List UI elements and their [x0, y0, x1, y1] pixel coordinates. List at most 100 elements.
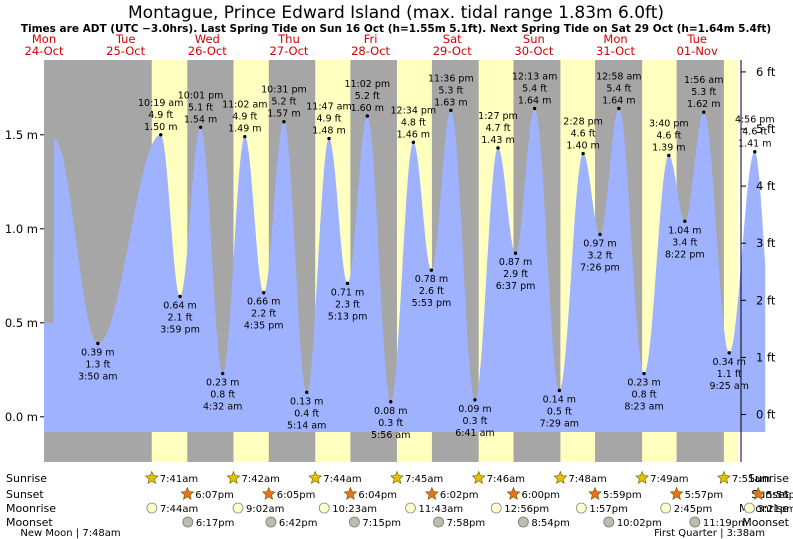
day-date: 01-Nov [677, 44, 718, 58]
tide-point [282, 119, 286, 124]
m-tick-label: 0.5 m [5, 316, 38, 330]
tide-time: 12:13 am [512, 71, 557, 82]
tide-time: 6:37 pm [496, 281, 536, 292]
tide-m: 1.54 m [184, 114, 217, 125]
tide-ft: 2.2 ft [251, 309, 276, 320]
tide-time: 3:40 pm [649, 118, 689, 129]
tide-m: 1.48 m [312, 126, 345, 137]
ft-tick-label: 0 ft [756, 408, 776, 422]
tide-m: 0.23 m [206, 378, 239, 389]
moonrise-icon [660, 502, 672, 514]
day-date: 26-Oct [188, 44, 227, 58]
day-name: Tue [115, 32, 136, 46]
tide-time: 7:29 am [540, 418, 579, 429]
sunset-star-icon [751, 486, 766, 500]
day-name: Mon [32, 32, 56, 46]
moonset-icon [433, 516, 444, 528]
tide-point [683, 219, 687, 223]
tide-time: 12:58 am [596, 71, 641, 82]
tide-point [429, 268, 434, 272]
tide-point [702, 110, 706, 114]
sunrise-time: 7:45am [405, 474, 443, 485]
tide-time: 6:41 am [455, 428, 494, 439]
tide-ft: 4.8 ft [401, 117, 426, 128]
tide-m: 0.08 m [374, 406, 407, 417]
tide-point [667, 153, 671, 158]
moonset-icon [517, 516, 529, 528]
day-date: 29-Oct [433, 44, 472, 58]
tide-time: 4:35 pm [244, 321, 284, 332]
tide-time: 11:02 am [222, 100, 267, 111]
tide-ft: 2.3 ft [335, 299, 360, 310]
ft-tick-label: 3 ft [756, 236, 776, 250]
tide-point [642, 371, 646, 376]
tide-m: 1.04 m [668, 225, 701, 236]
tide-ft: 5.2 ft [355, 91, 380, 102]
tide-time: 2:28 pm [563, 117, 603, 128]
tide-point [449, 108, 453, 113]
moonset-time: 7:58pm [447, 518, 486, 529]
day-date: 27-Oct [269, 44, 308, 58]
moonrise-icon [146, 502, 158, 514]
sunset-time: 6:04pm [358, 490, 397, 501]
tide-ft: 4.9 ft [148, 110, 173, 121]
tide-m: 1.64 m [602, 95, 635, 106]
tide-point [598, 232, 602, 237]
tide-ft: 1.1 ft [717, 369, 742, 380]
tide-point [496, 146, 500, 150]
m-tick-label: 1.0 m [5, 222, 38, 236]
tide-ft: 2.1 ft [167, 312, 192, 323]
sunrise-star-icon [635, 470, 650, 484]
tide-time: 11:47 am [306, 102, 351, 113]
tide-ft: 5.2 ft [271, 97, 296, 108]
sunset-time: 6:00pm [521, 490, 560, 501]
moonrise-time: 10:23am [332, 504, 377, 515]
tide-m: 0.13 m [290, 396, 323, 407]
tide-point [305, 390, 309, 395]
tide-m: 0.64 m [163, 300, 196, 311]
sunset-star-icon [588, 486, 602, 500]
tide-point [261, 291, 266, 295]
moonset-time: 10:02pm [617, 518, 662, 529]
moonset-icon [349, 516, 360, 528]
tide-point [532, 106, 537, 111]
tide-ft: 5.1 ft [188, 102, 213, 113]
tide-ft: 4.6 ft [656, 130, 681, 141]
moonrise-time: 1:57pm [589, 504, 628, 515]
day-name: Wed [195, 32, 220, 46]
sunset-time: 6:07pm [195, 490, 234, 501]
tide-ft: 0.3 ft [378, 418, 403, 429]
tide-m: 0.78 m [415, 274, 448, 285]
sunrise-star-icon [390, 470, 404, 484]
day-labels: Mon24-OctTue25-OctWed26-OctThu27-OctFri2… [25, 32, 718, 58]
tide-m: 0.97 m [583, 238, 616, 249]
sunrise-row-label-left: Sunrise [6, 472, 47, 485]
tide-time: 10:19 am [138, 98, 183, 109]
tide-time: 3:59 pm [160, 324, 200, 335]
sunset-time: 5:56pm [766, 490, 793, 501]
tide-time: 11:36 pm [428, 73, 474, 84]
sunrise-time: 7:48am [568, 474, 606, 485]
moonrise-time: 2:45pm [674, 504, 713, 515]
sunrise-time: 7:51am [732, 474, 770, 485]
sunset-star-icon [506, 486, 521, 500]
tide-height-area [44, 108, 766, 432]
tide-ft: 3.2 ft [587, 250, 612, 261]
tide-ft: 3.4 ft [672, 237, 697, 248]
tide-m: 1.39 m [652, 142, 685, 153]
tide-m: 1.50 m [144, 122, 177, 133]
moonrise-time: 9:02am [246, 504, 284, 515]
tide-time: 11:02 pm [344, 79, 390, 90]
sunrise-star-icon [308, 470, 323, 484]
sunrise-star-icon [226, 470, 241, 484]
tide-ft: 5.4 ft [606, 83, 631, 94]
tide-time: 5:53 pm [412, 298, 452, 309]
chart-title: Montague, Prince Edward Island (max. tid… [128, 3, 664, 23]
tide-ft: 4.9 ft [317, 114, 342, 125]
tide-time: 1:56 am [684, 75, 723, 86]
sunrise-time: 7:44am [323, 474, 361, 485]
moonrise-time: 7:44am [160, 504, 198, 515]
sunrise-star-icon [471, 470, 486, 484]
